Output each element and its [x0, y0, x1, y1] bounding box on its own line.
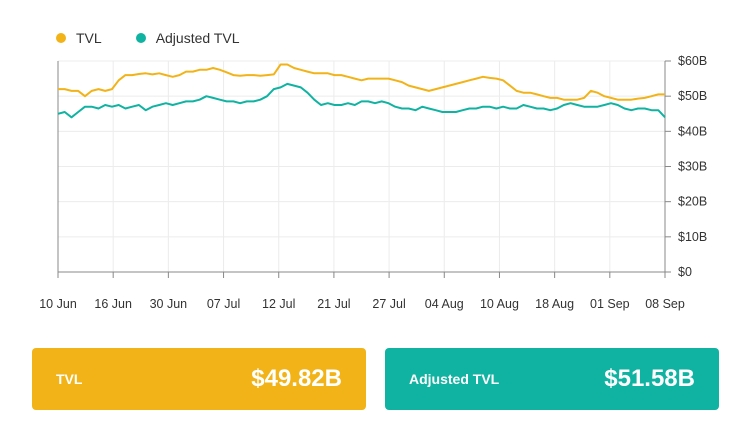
y-axis-ticks: $0 $10B $20B $30B $40B $50B $60B: [665, 54, 707, 279]
legend-item-tvl[interactable]: TVL: [56, 30, 102, 46]
x-tick-label: 10 Jun: [39, 297, 77, 311]
x-tick-label: 04 Aug: [425, 297, 464, 311]
legend-dot-adjusted-tvl: [135, 33, 146, 43]
legend-label-tvl: TVL: [76, 30, 102, 46]
legend-item-adjusted-tvl[interactable]: Adjusted TVL: [135, 30, 240, 46]
y-tick-label: $0: [678, 265, 692, 279]
adjusted-tvl-card-value: $51.58B: [604, 365, 695, 392]
x-tick-label: 21 Jul: [317, 297, 350, 311]
y-tick-label: $10B: [678, 230, 707, 244]
y-tick-label: $30B: [678, 160, 707, 174]
y-tick-label: $50B: [678, 89, 707, 103]
chart-series: [57, 63, 666, 119]
x-tick-label: 12 Jul: [262, 297, 295, 311]
chart-grid: [57, 60, 666, 273]
series-line-tvl: [58, 63, 665, 101]
legend-dot-tvl: [56, 33, 66, 43]
line-chart: $0 $10B $20B $30B $40B $50B $60B 10 Jun 16 Jun 3…: [39, 54, 707, 311]
x-tick-label: 27 Jul: [372, 297, 405, 311]
tvl-card-value: $49.82B: [251, 365, 342, 392]
x-axis-ticks: 10 Jun 16 Jun 30 Jun 07 Jul 12 Jul 21 Jul 27 J…: [39, 272, 685, 311]
x-tick-label: 07 Jul: [207, 297, 240, 311]
x-tick-label: 16 Jun: [94, 297, 132, 311]
x-tick-label: 10 Aug: [480, 297, 519, 311]
y-tick-label: $40B: [678, 124, 707, 138]
x-tick-label: 01 Sep: [590, 297, 630, 311]
legend-label-adjusted-tvl: Adjusted TVL: [155, 30, 240, 46]
y-tick-label: $60B: [678, 54, 707, 68]
adjusted-tvl-summary-card: Adjusted TVL $51.58B: [385, 348, 719, 410]
adjusted-tvl-card-label: Adjusted TVL: [409, 371, 500, 387]
chart-legend: TVL Adjusted TVL: [56, 30, 239, 46]
y-tick-label: $20B: [678, 195, 707, 209]
x-tick-label: 18 Aug: [535, 297, 574, 311]
x-tick-label: 30 Jun: [150, 297, 188, 311]
tvl-summary-card: TVL $49.82B: [32, 348, 366, 410]
tvl-card-label: TVL: [56, 371, 83, 387]
x-tick-label: 08 Sep: [645, 297, 685, 311]
series-line-adjusted-tvl: [57, 82, 666, 119]
